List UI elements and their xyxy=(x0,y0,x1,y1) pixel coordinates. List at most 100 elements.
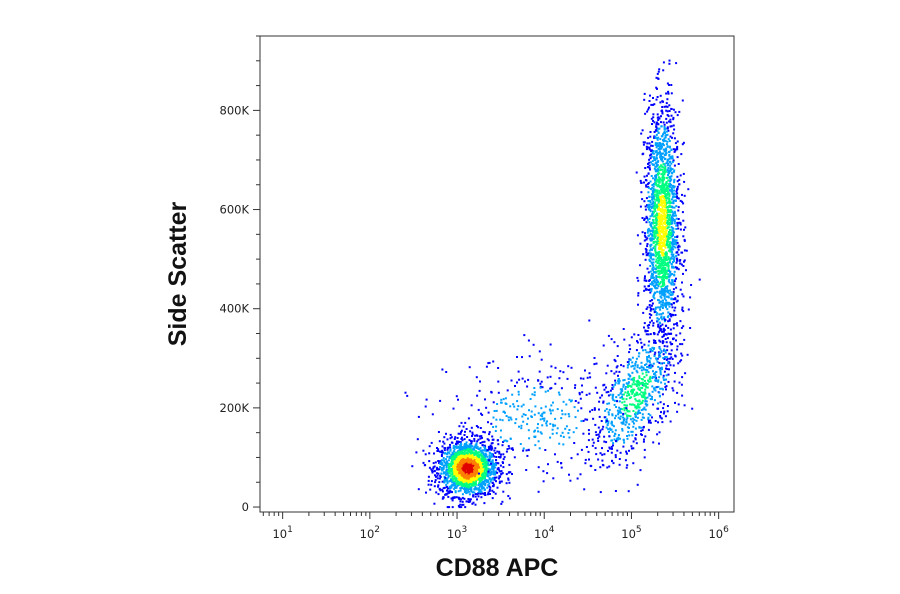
event-dot xyxy=(661,189,663,192)
event-dot xyxy=(441,368,444,371)
event-dot xyxy=(451,470,454,473)
event-dot xyxy=(658,204,661,207)
event-dot xyxy=(458,467,461,470)
event-dot xyxy=(654,268,657,270)
event-dot xyxy=(475,443,478,446)
event-dot xyxy=(667,262,669,265)
event-dot xyxy=(675,62,678,65)
event-dot xyxy=(607,394,610,397)
event-dot xyxy=(635,357,638,360)
event-dot xyxy=(461,451,464,454)
event-dot xyxy=(668,104,671,107)
event-dot xyxy=(652,308,655,311)
event-dot xyxy=(661,176,664,179)
event-dot xyxy=(443,449,446,452)
event-dot xyxy=(654,351,657,354)
event-dot xyxy=(665,264,667,267)
event-dot xyxy=(477,488,480,491)
event-dot xyxy=(447,476,450,479)
event-dot xyxy=(541,415,544,418)
event-dot xyxy=(491,442,494,445)
event-dot xyxy=(658,368,661,371)
event-dot xyxy=(487,470,490,473)
event-dot xyxy=(609,389,612,392)
event-dot xyxy=(512,448,514,451)
event-dot xyxy=(680,352,683,355)
event-dot xyxy=(490,462,492,465)
event-dot xyxy=(483,474,486,477)
event-dot xyxy=(524,380,526,383)
event-dot xyxy=(660,366,663,369)
event-dot xyxy=(666,197,669,200)
event-dot xyxy=(439,474,442,477)
event-dot xyxy=(669,241,672,244)
event-dot xyxy=(491,447,494,450)
event-dot xyxy=(440,451,443,453)
event-dot xyxy=(670,343,673,346)
event-dot xyxy=(669,167,672,170)
event-dot xyxy=(663,236,666,239)
event-dot xyxy=(495,425,498,428)
event-dot xyxy=(640,394,643,397)
event-dot xyxy=(655,313,658,316)
event-dot xyxy=(448,471,451,474)
event-dot xyxy=(654,281,657,284)
event-dot xyxy=(465,428,468,430)
event-dot xyxy=(511,473,513,475)
event-dot xyxy=(672,327,675,330)
event-dot xyxy=(651,276,654,279)
event-dot xyxy=(466,457,469,460)
event-dot xyxy=(670,298,673,301)
event-dot xyxy=(662,204,665,207)
event-dot xyxy=(431,469,434,472)
event-dot xyxy=(663,275,666,278)
event-dot xyxy=(609,428,612,431)
event-dot xyxy=(670,149,673,151)
event-dot xyxy=(665,333,668,336)
event-dot xyxy=(645,174,648,177)
event-dot xyxy=(664,150,667,153)
event-dot xyxy=(508,463,511,466)
event-dot xyxy=(464,463,467,466)
event-dot xyxy=(653,167,656,170)
event-dot xyxy=(655,379,657,382)
event-dot xyxy=(650,348,653,351)
event-dot xyxy=(663,261,666,264)
event-dot xyxy=(655,222,658,225)
event-dot xyxy=(486,449,489,452)
event-dot xyxy=(614,381,617,384)
event-dot xyxy=(636,366,639,369)
event-dot xyxy=(672,389,675,392)
event-dot xyxy=(640,433,642,436)
event-dot xyxy=(486,455,489,458)
event-dot xyxy=(675,277,677,280)
event-dot xyxy=(649,237,652,240)
event-dot xyxy=(659,415,662,417)
event-dot xyxy=(661,368,663,371)
event-dot xyxy=(670,92,673,95)
event-dot xyxy=(662,121,665,124)
event-dot xyxy=(440,468,443,471)
event-dot xyxy=(581,384,583,387)
event-dot xyxy=(479,468,482,471)
event-dot xyxy=(479,492,482,495)
event-dot xyxy=(584,458,587,461)
event-dot xyxy=(458,448,461,451)
event-dot xyxy=(480,435,483,438)
event-dot xyxy=(657,421,659,424)
event-dot xyxy=(520,405,523,408)
event-dot xyxy=(658,207,660,209)
event-dot xyxy=(449,474,452,477)
event-dot xyxy=(668,303,671,305)
event-dot xyxy=(450,477,453,480)
event-dot xyxy=(479,471,482,474)
event-dot xyxy=(487,484,490,487)
event-dot xyxy=(648,161,651,164)
event-dot xyxy=(650,103,653,106)
event-dot xyxy=(662,148,665,151)
event-dot xyxy=(488,472,491,474)
event-dot xyxy=(641,386,644,389)
event-dot xyxy=(686,353,689,356)
event-dot xyxy=(650,314,653,317)
event-dot xyxy=(607,334,610,337)
